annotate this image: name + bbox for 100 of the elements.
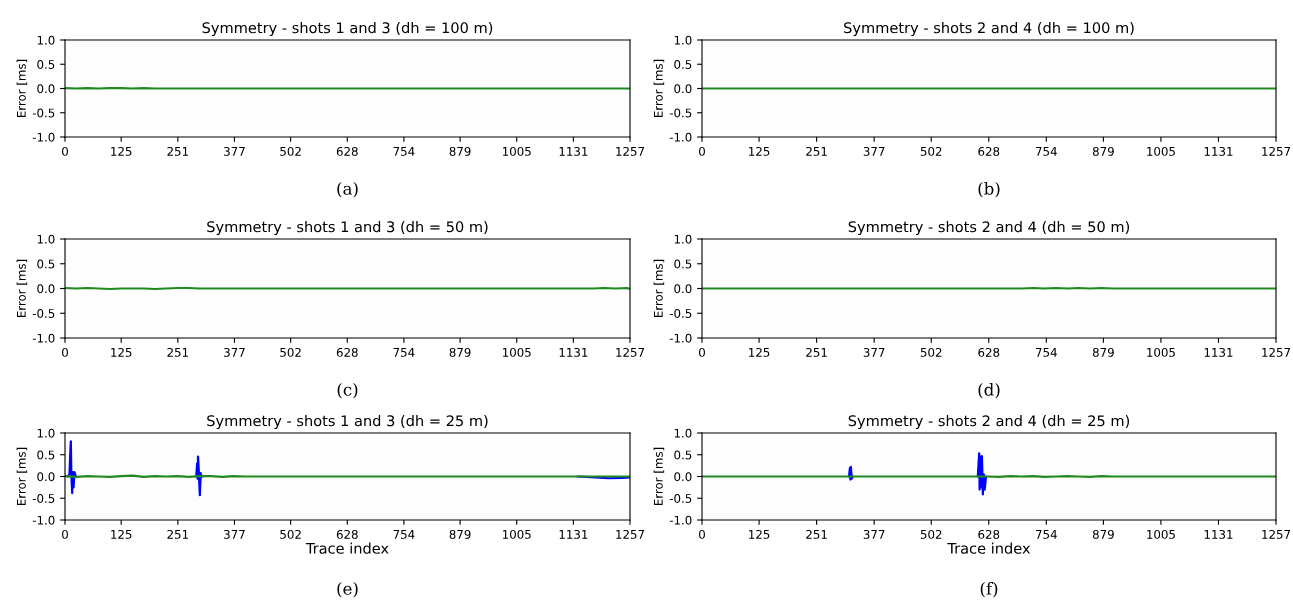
x-tick-label: 0 (62, 146, 68, 156)
x-tick-label: 754 (393, 348, 415, 357)
y-tick-label: 0.0 (37, 284, 55, 294)
y-axis-title: Error [ms] (653, 447, 665, 506)
y-tick-label: 0.5 (37, 259, 55, 269)
text: (a) (337, 181, 358, 198)
x-tick-label: 1131 (559, 347, 588, 357)
x-tick-label: 628 (978, 146, 1000, 156)
x-tick-label: 377 (863, 347, 885, 357)
chart-title: Symmetry - shots 1 and 3 (dh = 25 m) (207, 414, 488, 430)
x-tick-label: 377 (863, 146, 885, 156)
x-tick-label: 879 (1092, 347, 1114, 357)
x-tick-label: 1131 (1204, 529, 1233, 539)
x-axis-title: Trace index (305, 542, 389, 554)
x-tick-label: 1131 (559, 529, 588, 539)
y-tick-label: -1.0 (669, 132, 692, 142)
x-tick-label: 377 (863, 529, 885, 539)
x-tick-label: 125 (111, 347, 132, 357)
x-axis-title: Trace index (947, 542, 1031, 554)
x-tick-label: 251 (806, 347, 827, 357)
x-tick-label: 377 (224, 146, 245, 156)
y-tick-label: -1.0 (32, 515, 55, 525)
y-tick-label: 1.0 (37, 428, 55, 438)
y-tick-label: -1.0 (32, 132, 55, 142)
y-tick-label: 0.0 (37, 84, 55, 94)
chart-title: Symmetry - shots 1 and 3 (dh = 100 m) (202, 21, 493, 37)
x-tick-label: 628 (978, 347, 1000, 357)
x-tick-label: 502 (280, 146, 301, 156)
x-tick-label: 1005 (503, 529, 531, 539)
x-tick-label: 1005 (503, 146, 531, 156)
x-tick-label: 502 (280, 347, 301, 357)
y-axis-title: Error [ms] (16, 59, 28, 118)
y-tick-label: 0.5 (674, 450, 692, 460)
x-tick-label: 125 (111, 146, 132, 156)
x-tick-label: 1005 (503, 347, 531, 357)
y-tick-label: -1.0 (669, 333, 692, 343)
x-tick-label: 251 (167, 146, 188, 156)
chart-title: Symmetry - shots 2 and 4 (dh = 100 m) (844, 21, 1134, 37)
y-tick-label: -1.0 (669, 515, 692, 525)
y-tick-label: 0.0 (674, 284, 692, 294)
x-tick-label: 0 (699, 529, 705, 539)
y-tick-label: 1.0 (674, 428, 692, 438)
y-tick-label: -0.5 (669, 493, 692, 503)
x-tick-label: 377 (224, 347, 245, 357)
y-tick-label: -1.0 (32, 333, 55, 343)
x-tick-label: 1005 (1147, 347, 1175, 357)
x-tick-label: 502 (920, 529, 942, 539)
x-tick-label: 377 (224, 529, 245, 539)
x-tick-label: 0 (699, 146, 705, 156)
x-tick-label: 502 (920, 347, 942, 357)
x-tick-label: 754 (393, 147, 415, 156)
x-tick-label: 754 (1036, 348, 1057, 357)
x-tick-label: 879 (1092, 146, 1114, 156)
x-tick-label: 251 (167, 347, 188, 357)
x-tick-label: 251 (806, 529, 827, 539)
x-tick-label: 1131 (1204, 146, 1233, 156)
x-tick-label: 1257 (616, 347, 645, 357)
x-tick-label: 1257 (1262, 347, 1291, 357)
text: (f) (980, 581, 998, 598)
chart-title: Symmetry - shots 2 and 4 (dh = 25 m) (848, 414, 1130, 430)
y-tick-label: 0.0 (674, 472, 692, 482)
chart-title: Symmetry - shots 2 and 4 (dh = 50 m) (848, 220, 1130, 236)
x-tick-label: 879 (1092, 529, 1114, 539)
x-tick-label: 628 (336, 347, 358, 357)
x-tick-label: 1005 (1147, 146, 1175, 156)
y-tick-label: 1.0 (37, 234, 55, 244)
x-tick-label: 0 (62, 529, 68, 539)
text: (b) (978, 181, 1000, 198)
y-tick-label: 0.0 (674, 84, 692, 94)
y-tick-label: 0.5 (674, 259, 692, 269)
x-tick-label: 628 (336, 529, 358, 539)
x-tick-label: 1005 (1147, 529, 1175, 539)
chart-title: Symmetry - shots 1 and 3 (dh = 50 m) (207, 220, 488, 236)
y-tick-label: -0.5 (32, 493, 55, 503)
x-tick-label: 125 (749, 146, 770, 156)
x-tick-label: 125 (749, 529, 770, 539)
x-tick-label: 628 (978, 529, 1000, 539)
y-tick-label: 1.0 (37, 35, 55, 45)
x-tick-label: 754 (393, 530, 415, 539)
x-tick-label: 502 (920, 146, 942, 156)
x-tick-label: 125 (111, 529, 132, 539)
x-tick-label: 1257 (616, 146, 645, 156)
x-tick-label: 251 (167, 529, 188, 539)
x-tick-label: 879 (449, 347, 471, 357)
y-tick-label: 0.5 (674, 59, 692, 69)
y-tick-label: 1.0 (674, 234, 692, 244)
text: (c) (337, 382, 358, 399)
x-tick-label: 1131 (559, 146, 588, 156)
x-tick-label: 0 (699, 347, 705, 357)
x-tick-label: 879 (449, 529, 471, 539)
x-tick-label: 1257 (1262, 146, 1291, 156)
x-tick-label: 502 (280, 529, 301, 539)
text: (d) (978, 382, 1000, 399)
y-tick-label: 1.0 (674, 35, 692, 45)
x-tick-label: 1131 (1204, 347, 1233, 357)
x-tick-label: 251 (806, 146, 827, 156)
y-tick-label: -0.5 (32, 108, 55, 118)
x-tick-label: 879 (449, 146, 471, 156)
y-tick-label: -0.5 (669, 108, 692, 118)
x-tick-label: 754 (1036, 147, 1057, 156)
